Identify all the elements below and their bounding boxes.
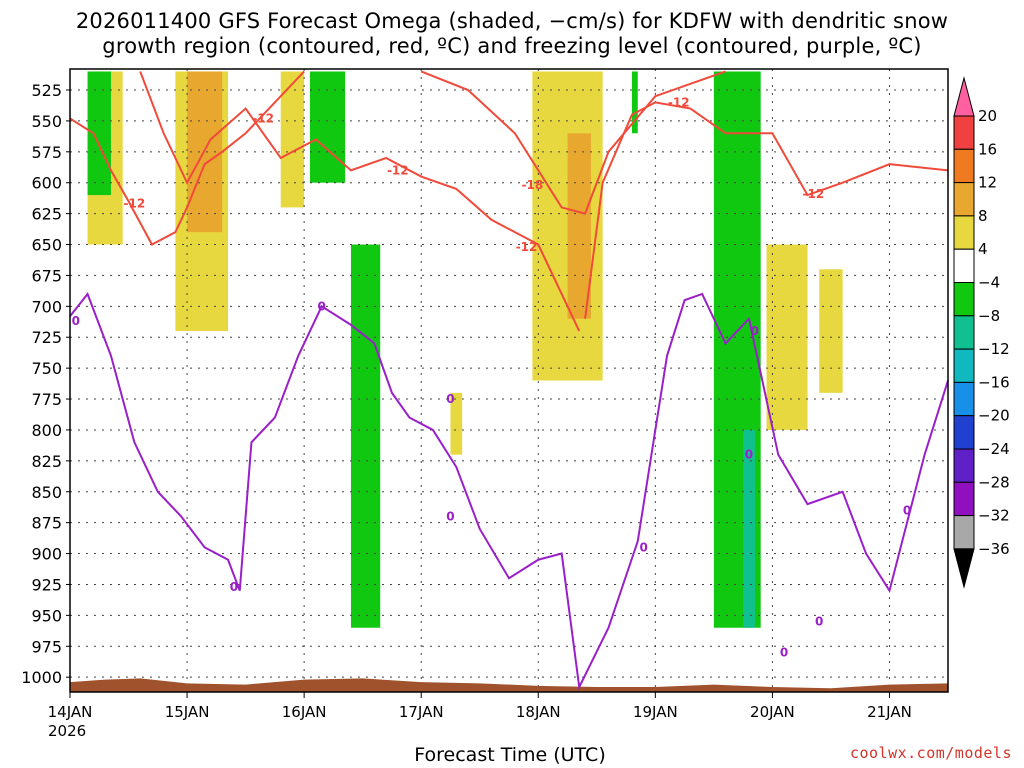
y-tick-label-13: 850 [31,483,62,502]
omega-region-14 [819,269,843,393]
freezing-label-8: 0 [780,645,788,659]
freezing-label-5: 0 [745,448,753,462]
chart-subtitle: growth region (contoured, red, ºC) and f… [102,34,922,58]
omega-region-10 [631,71,638,134]
colorbar-label-8: −16 [978,373,1010,391]
y-tick-label-3: 600 [31,174,62,193]
y-tick-label-6: 675 [31,266,62,285]
dgz-contour-1 [139,71,581,332]
dgz-contour-3 [420,70,726,215]
y-tick-label-16: 925 [31,575,62,594]
colorbar-label-5: −4 [978,274,1000,292]
freezing-label-10: 0 [446,392,454,406]
omega-region-12 [743,429,755,628]
colorbar-swatch-13 [953,515,975,550]
chart-title: 2026011400 GFS Forecast Omega (shaded, −… [75,9,949,33]
colorbar-swatch-9 [953,381,975,417]
colorbar-swatch-11 [953,448,975,483]
colorbar-label-13: −36 [978,540,1010,558]
omega-region-9 [567,133,591,319]
plot-frame [69,68,949,693]
dgz-contour-2 [584,101,949,319]
x-tick-label-5: 19JAN [633,703,678,721]
freezing-label-0: 0 [318,299,326,313]
colorbar-swatch-6 [953,282,975,317]
y-tick-label-1: 550 [31,112,62,131]
freezing-contour-0 [69,291,949,691]
colorbar-label-7: −12 [978,340,1010,358]
colorbar-swatch-4 [953,215,975,250]
colorbar-label-9: −20 [978,407,1010,425]
colorbar-swatch-1 [953,115,975,150]
colorbar-label-3: 8 [978,207,988,225]
freezing-label-7: 0 [815,615,823,629]
y-tick-label-7: 700 [31,297,62,316]
freezing-label-2: 0 [230,580,238,594]
colorbar-label-12: −32 [978,507,1010,525]
colorbar-label-6: −8 [978,307,1000,325]
x-tick-label-1: 15JAN [165,703,210,721]
colorbar-label-1: 16 [978,140,997,158]
omega-region-4 [87,71,111,196]
colorbar-swatch-2 [953,148,975,184]
x-tick-label-6: 20JAN [750,703,795,721]
omega-region-7 [450,392,463,455]
omega-region-6 [350,244,381,628]
freezing-label-9: 0 [72,314,80,328]
colorbar-top-arrow [953,76,975,117]
x-tick-label-2: 16JAN [282,703,327,721]
colorbar-swatch-12 [953,481,975,517]
dgz-label-5: -12 [668,95,690,109]
x-axis-label: Forecast Time (UTC) [414,744,606,766]
freezing-label-6: 0 [903,503,911,517]
y-tick-label-18: 975 [31,637,62,656]
dgz-label-2: -12 [387,163,409,177]
y-tick-label-9: 750 [31,359,62,378]
y-tick-label-12: 825 [31,452,62,471]
dgz-label-6: -12 [803,187,825,201]
colorbar-swatch-3 [953,182,975,217]
y-tick-label-0: 525 [31,81,62,100]
dgz-label-3: -18 [522,178,544,192]
y-tick-label-11: 800 [31,421,62,440]
y-tick-label-2: 575 [31,143,62,162]
dgz-label-4: -12 [516,240,538,254]
colorbar-swatch-7 [953,315,975,350]
y-tick-label-5: 650 [31,236,62,255]
y-tick-label-14: 875 [31,514,62,533]
dgz-label-1: -12 [252,111,274,125]
omega-region-3 [280,71,305,208]
y-tick-label-4: 625 [31,205,62,224]
x-tick-label-7: 21JAN [867,703,912,721]
colorbar-label-11: −28 [978,473,1010,491]
freezing-label-1: 0 [751,324,759,338]
colorbar-label-2: 12 [978,174,997,192]
y-tick-label-8: 725 [31,328,62,347]
colorbar-swatch-10 [953,415,975,450]
y-tick-label-15: 900 [31,545,62,564]
dgz-label-0: -12 [124,197,146,211]
omega-region-5 [309,71,346,183]
colorbar-swatch-8 [953,348,975,383]
y-tick-label-10: 775 [31,390,62,409]
x-tick-label-0: 14JAN [48,703,93,721]
terrain-surface [70,678,948,692]
freezing-label-4: 0 [639,540,647,554]
colorbar-label-4: 4 [978,240,988,258]
dgz-contour-0 [69,70,305,246]
x-tick-label-4: 18JAN [516,703,561,721]
colorbar-bottom-arrow [953,548,975,589]
colorbar-label-0: 20 [978,107,997,125]
x-tick-label-3: 17JAN [399,703,444,721]
y-tick-label-17: 950 [31,606,62,625]
freezing-label-3: 0 [446,509,454,523]
omega-region-13 [766,244,808,430]
colorbar: 20 16 12 8 4 −4 −8 −12 −16 −20 −24 −28 −32 −36 [953,76,1010,589]
colorbar-label-10: −24 [978,440,1010,458]
colorbar-swatch-5 [953,248,975,283]
y-tick-label-19: 1000 [21,668,62,687]
x-tick-year: 2026 [48,722,86,740]
site-credit: coolwx.com/models [849,744,1012,762]
